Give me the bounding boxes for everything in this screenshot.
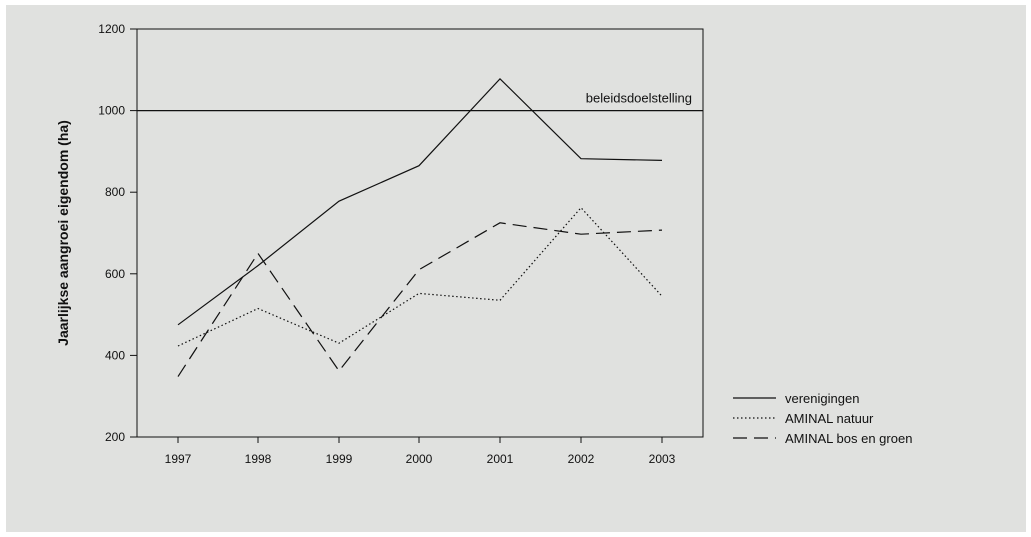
reference-line-group: beleidsdoelstelling	[137, 91, 703, 112]
y-tick-label: 800	[105, 185, 125, 199]
legend: verenigingen AMINAL natuur AMINAL bos en g…	[733, 391, 912, 446]
x-tick-label: 1999	[326, 452, 353, 466]
chart-panel	[6, 5, 1026, 532]
legend-label: AMINAL bos en groen	[785, 431, 912, 446]
y-tick-label: 400	[105, 348, 125, 362]
series-line-aminal-bos-en-groen	[177, 222, 663, 377]
y-tick-label: 1000	[98, 104, 125, 118]
y-axis-title: Jaarlijkse aangroei eigendom (ha)	[55, 120, 71, 346]
y-axis-ticks: 200 400 600 800 1000 1200	[98, 22, 137, 444]
y-tick-label: 200	[105, 430, 125, 444]
x-tick-label: 2001	[487, 452, 514, 466]
series-line-aminal-natuur	[177, 206, 663, 347]
reference-line-label: beleidsdoelstelling	[586, 91, 692, 106]
series-lines	[177, 77, 663, 377]
x-axis-ticks: 1997 1998 1999 2000 2001 2002 2003	[165, 437, 676, 466]
legend-label: verenigingen	[785, 391, 859, 406]
series-line-verenigingen	[177, 77, 663, 326]
x-tick-label: 1997	[165, 452, 192, 466]
y-tick-label: 1200	[98, 22, 125, 36]
x-tick-label: 1998	[245, 452, 272, 466]
x-tick-label: 2002	[568, 452, 595, 466]
x-tick-label: 2000	[406, 452, 433, 466]
y-tick-label: 600	[105, 267, 125, 281]
legend-label: AMINAL natuur	[785, 411, 874, 426]
plot-frame	[136, 28, 704, 438]
x-tick-label: 2003	[649, 452, 676, 466]
